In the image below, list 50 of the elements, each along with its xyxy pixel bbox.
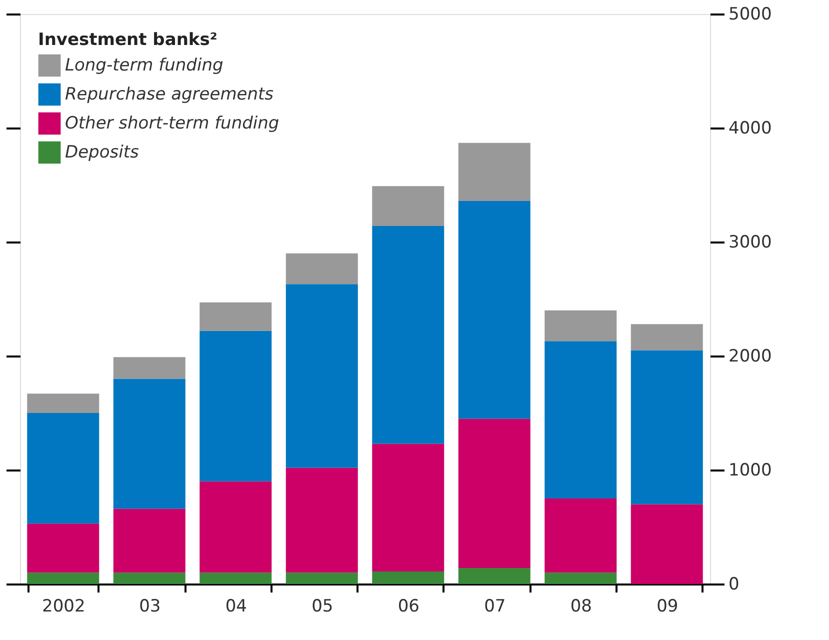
bar (27, 394, 100, 413)
bar (544, 341, 617, 498)
bar (544, 572, 617, 584)
bar (113, 508, 186, 573)
bar (372, 571, 444, 584)
bar (200, 481, 272, 573)
bar (286, 468, 358, 573)
legend-label: Repurchase agreements (65, 84, 274, 104)
bar (113, 378, 186, 509)
x-tick-label: 08 (570, 596, 592, 616)
x-tick-label: 03 (139, 596, 161, 616)
y-tick-label: 5000 (728, 4, 772, 24)
bar (372, 186, 444, 226)
legend-label: Deposits (65, 142, 139, 162)
bar (630, 504, 703, 584)
x-tick-label: 04 (225, 596, 247, 616)
x-tick-label: 09 (656, 596, 678, 616)
bar (458, 142, 530, 201)
bar (544, 498, 617, 573)
bar (200, 302, 272, 331)
x-tick-label: 2002 (42, 596, 86, 616)
bar (200, 572, 272, 584)
x-tick-label: 05 (312, 596, 334, 616)
x-tick-label: 07 (484, 596, 506, 616)
legend-label: Long-term funding (65, 56, 224, 76)
bar (27, 524, 100, 573)
bar (372, 226, 444, 444)
bar (630, 324, 703, 350)
y-tick-label: 0 (728, 574, 740, 594)
legend-label: Other short-term funding (65, 114, 280, 134)
bar (458, 568, 530, 584)
x-tick-label: 06 (398, 596, 420, 616)
bar (630, 350, 703, 504)
y-tick-label: 1000 (728, 460, 772, 480)
bar (113, 572, 186, 584)
y-tick-label: 3000 (728, 232, 772, 252)
bar (113, 357, 186, 379)
bar (27, 413, 100, 524)
y-tick-label: 2000 (728, 346, 772, 366)
bar (372, 444, 444, 572)
bar (200, 330, 272, 482)
bar (286, 253, 358, 284)
bar (544, 310, 617, 342)
legend-title: Investment banks² (38, 30, 218, 50)
bar (286, 572, 358, 584)
bar (458, 418, 530, 568)
bar (27, 572, 100, 584)
y-tick-label: 4000 (728, 118, 772, 138)
bar (458, 200, 530, 419)
bar (286, 284, 358, 468)
